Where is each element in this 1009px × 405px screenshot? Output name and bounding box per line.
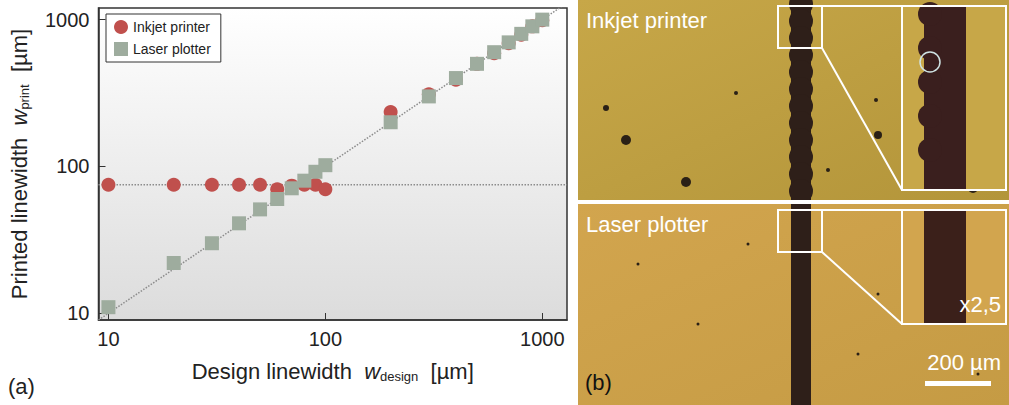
html-text:(b): (b): [585, 370, 612, 395]
svg-text:w: w: [364, 359, 380, 384]
svg-text:Laser plotter: Laser plotter: [133, 41, 211, 57]
svg-text:10: 10: [97, 328, 119, 350]
svg-text:(a): (a): [8, 374, 35, 399]
svg-text:Inkjet printer: Inkjet printer: [133, 19, 210, 35]
svg-text:w: w: [6, 109, 32, 126]
svg-text:10: 10: [67, 302, 89, 324]
html-text:Laser plotter: Laser plotter: [586, 212, 709, 237]
html-text:x2,5: x2,5: [959, 292, 1001, 317]
svg-text:design: design: [380, 369, 418, 384]
svg-text:1000: 1000: [520, 328, 565, 350]
svg-text:Printed linewidth: Printed linewidth: [7, 125, 32, 299]
svg-text:100: 100: [309, 328, 342, 350]
svg-text:Design linewidth: Design linewidth: [192, 359, 364, 384]
html-text:200 µm: 200 µm: [927, 350, 1001, 375]
svg-text:1000: 1000: [45, 9, 90, 31]
html-text:Inkjet printer: Inkjet printer: [586, 8, 708, 33]
svg-text:print: print: [17, 84, 32, 110]
svg-text:[µm]: [µm]: [7, 29, 32, 84]
svg-text:100: 100: [56, 155, 89, 177]
svg-text:[µm]: [µm]: [418, 359, 473, 384]
